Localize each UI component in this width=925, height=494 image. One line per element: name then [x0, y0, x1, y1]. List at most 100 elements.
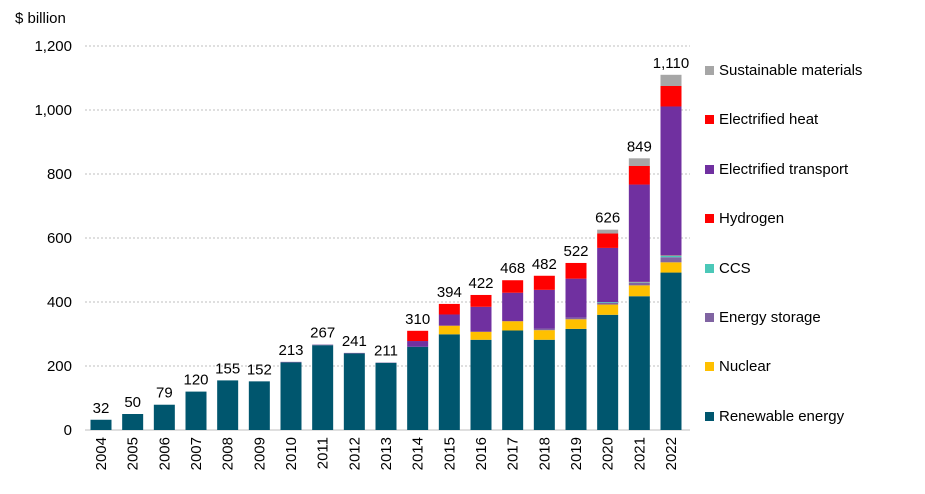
bar-segment-energy-storage: [533, 328, 555, 331]
bar-segment-renewable-energy: [90, 419, 112, 430]
total-label: 152: [247, 361, 272, 378]
y-axis-label: $ billion: [15, 10, 66, 27]
legend-label: Electrified transport: [719, 160, 849, 178]
bar-segment-renewable-energy: [248, 381, 270, 430]
legend-item: Energy storage: [705, 309, 821, 326]
x-tick-label: 2011: [315, 437, 332, 469]
bar-segment-renewable-energy: [153, 404, 175, 430]
total-label: 32: [93, 400, 110, 417]
bar-segment-ccs: [660, 255, 682, 258]
bar-segment-electrified-transport: [533, 289, 555, 329]
bar-segment-sustainable-materials: [660, 74, 682, 86]
bar-segment-nuclear: [438, 325, 460, 335]
legend-swatch: [705, 66, 714, 75]
bar-segment-renewable-energy: [185, 391, 207, 430]
bar-segment-renewable-energy: [312, 345, 334, 430]
bar-segment-electrified-heat: [438, 303, 460, 315]
total-label: 468: [500, 260, 525, 277]
legend-swatch: [705, 411, 714, 421]
bar-segment-nuclear: [470, 331, 492, 340]
bar-segment-electrified-transport: [502, 292, 524, 322]
bar-segment-electrified-transport: [407, 341, 429, 347]
legend-label: Hydrogen: [719, 210, 785, 228]
x-tick-label: 2016: [473, 437, 490, 470]
legend-item: Hydrogen: [705, 210, 784, 227]
y-tick-label: 1,000: [34, 102, 72, 119]
bar-segment-renewable-energy: [628, 296, 650, 430]
bar-segment-energy-storage: [312, 344, 334, 346]
x-tick-label: 2014: [410, 437, 427, 470]
legend-label: Nuclear: [719, 358, 771, 376]
x-tick-label: 2013: [378, 437, 395, 470]
bar-segment-electrified-transport: [660, 106, 682, 256]
x-tick-label: 2018: [536, 437, 553, 470]
legend-item: Electrified heat: [705, 111, 818, 128]
bar-segment-renewable-energy: [533, 339, 555, 430]
legend-swatch: [705, 313, 714, 322]
y-tick-label: 0: [64, 422, 72, 439]
bar-segment-electrified-heat: [628, 166, 650, 185]
bar-segment-renewable-energy: [343, 353, 365, 430]
bar-segment-nuclear: [565, 319, 587, 329]
bar-segment-renewable-energy: [470, 339, 492, 430]
legend-label: Sustainable materials: [719, 62, 863, 79]
legend-swatch: [705, 214, 714, 224]
bar-segment-energy-storage: [280, 361, 302, 363]
bar-segment-renewable-energy: [565, 328, 587, 430]
total-label: 155: [215, 360, 240, 377]
bar-segment-energy-storage: [628, 282, 650, 286]
bar-segment-nuclear: [502, 321, 524, 331]
bar-segment-electrified-transport: [597, 247, 619, 302]
legend-swatch: [705, 164, 714, 174]
bar-segment-electrified-transport: [628, 184, 650, 282]
bar-segment-renewable-energy: [217, 380, 239, 430]
x-tick-label: 2017: [505, 437, 522, 470]
x-tick-label: 2022: [663, 437, 680, 470]
bar-segment-renewable-energy: [502, 330, 524, 430]
bar-segment-energy-storage: [597, 302, 619, 305]
total-label: 120: [183, 372, 208, 389]
legend-swatch: [705, 362, 714, 372]
legend-label: CCS: [719, 259, 751, 277]
y-tick-label: 1,200: [34, 38, 72, 55]
bar-segment-electrified-heat: [407, 330, 429, 342]
bar-segment-electrified-heat: [533, 275, 555, 290]
bar-segment-renewable-energy: [660, 272, 682, 430]
legend-item: Sustainable materials: [705, 62, 862, 79]
bar-segment-renewable-energy: [122, 414, 144, 430]
bar-segment-electrified-heat: [502, 280, 524, 293]
bar-segment-sustainable-materials: [597, 229, 619, 234]
total-label: 211: [374, 342, 398, 359]
bar-segment-electrified-transport: [438, 314, 460, 326]
bar-segment-energy-storage: [565, 317, 587, 320]
x-tick-label: 2008: [220, 437, 237, 470]
total-label: 849: [627, 138, 652, 155]
legend-item: Renewable energy: [705, 408, 844, 425]
bar-segment-energy-storage: [343, 352, 365, 354]
y-tick-label: 600: [47, 230, 72, 247]
bar-segment-renewable-energy: [438, 334, 460, 430]
bar-segment-electrified-heat: [660, 86, 682, 107]
x-tick-label: 2004: [93, 437, 110, 470]
total-label: 213: [278, 342, 303, 359]
bar-segment-ccs: [597, 302, 619, 303]
legend-label: Electrified heat: [719, 111, 819, 129]
y-tick-label: 400: [47, 294, 72, 311]
x-tick-label: 2019: [568, 437, 585, 470]
total-label: 522: [563, 243, 588, 260]
x-tick-label: 2015: [441, 437, 458, 470]
total-label: 50: [124, 394, 141, 411]
bar-segment-nuclear: [533, 330, 555, 340]
x-tick-label: 2009: [251, 437, 268, 470]
x-tick-label: 2006: [156, 437, 173, 470]
y-tick-label: 800: [47, 166, 72, 183]
bar-segment-electrified-heat: [565, 262, 587, 279]
bar-segment-nuclear: [597, 304, 619, 315]
total-label: 394: [437, 284, 462, 301]
bar-segment-renewable-energy: [280, 362, 302, 430]
x-tick-label: 2020: [600, 437, 617, 470]
total-label: 267: [310, 325, 335, 342]
x-tick-label: 2021: [631, 437, 648, 470]
